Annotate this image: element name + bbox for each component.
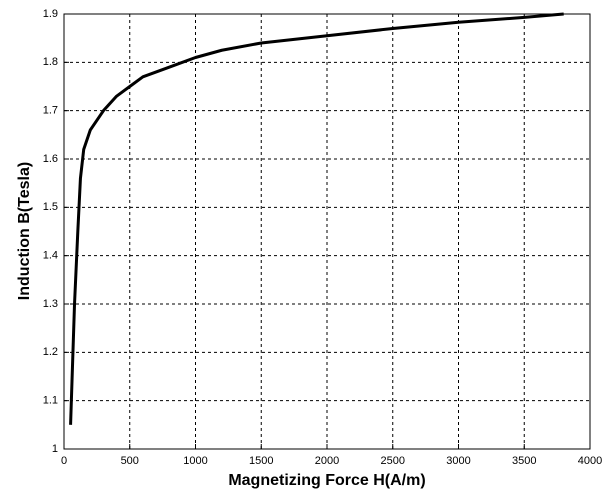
plot-frame xyxy=(63,13,591,450)
x-tick-label: 0 xyxy=(61,455,67,467)
x-tick-label: 1000 xyxy=(183,455,207,467)
y-tick-label: 1.4 xyxy=(43,250,58,262)
x-tick-label: 4000 xyxy=(578,455,602,467)
y-tick-label: 1.7 xyxy=(43,105,58,117)
y-tick-label: 1.5 xyxy=(43,201,58,213)
x-tick-label: 3000 xyxy=(446,455,470,467)
y-tick-label: 1.9 xyxy=(43,8,58,20)
y-axis-label: Induction B(Tesla) xyxy=(16,162,33,300)
line-series xyxy=(69,12,564,425)
y-tick-label: 1.1 xyxy=(43,395,58,407)
y-tick-label: 1.6 xyxy=(43,153,58,165)
x-tick-label: 3500 xyxy=(512,455,536,467)
y-tick-label: 1.3 xyxy=(43,298,58,310)
x-tick-label: 2500 xyxy=(381,455,405,467)
y-tick-label: 1 xyxy=(52,443,58,455)
y-tick-label: 1.8 xyxy=(43,56,58,68)
y-tick-label: 1.2 xyxy=(43,346,58,358)
x-tick-label: 500 xyxy=(121,455,139,467)
x-tick-label: 2000 xyxy=(315,455,339,467)
x-axis-label: Magnetizing Force H(A/m) xyxy=(228,472,425,489)
x-tick-label: 1500 xyxy=(249,455,273,467)
